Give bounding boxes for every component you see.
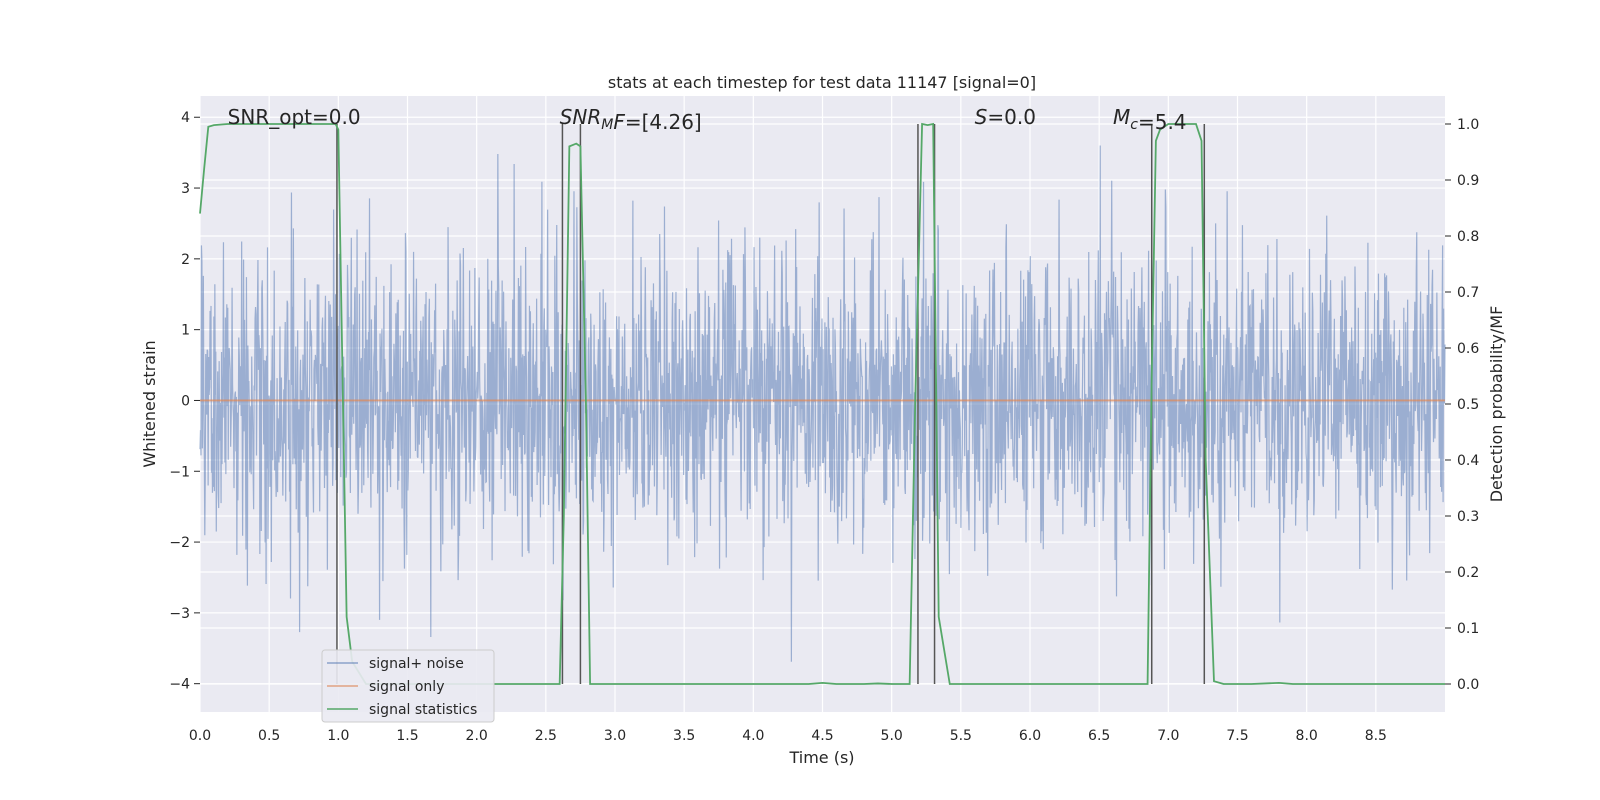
x-tick-label: 8.5 <box>1365 728 1387 744</box>
x-tick-label: 0.5 <box>258 728 280 744</box>
left-y-tick-label: −3 <box>169 606 190 622</box>
x-tick-label: 7.5 <box>1226 728 1248 744</box>
x-tick-label: 6.5 <box>1088 728 1110 744</box>
right-y-tick-label: 0.8 <box>1457 229 1479 245</box>
left-y-tick-label: 2 <box>181 252 190 268</box>
annotation-text: SNR_opt=0.0 <box>228 105 361 129</box>
x-tick-label: 3.0 <box>604 728 626 744</box>
legend-label-signal-only: signal only <box>369 679 444 695</box>
annotation-text: Mc=5.4 <box>1113 105 1187 134</box>
legend-label-signal-noise: signal+ noise <box>369 656 464 672</box>
left-y-tick-label: −1 <box>169 464 190 480</box>
x-tick-label: 1.5 <box>396 728 418 744</box>
right-y-tick-label: 1.0 <box>1457 117 1479 133</box>
x-tick-label: 4.5 <box>811 728 833 744</box>
annotation-text: S=0.0 <box>975 105 1036 129</box>
x-tick-label: 8.0 <box>1296 728 1318 744</box>
left-y-tick-label: 0 <box>181 393 190 409</box>
right-y-tick-label: 0.1 <box>1457 621 1479 637</box>
x-ticks: 0.0 0.5 1.0 1.5 2.0 2.5 3.0 3.5 4.0 4.5 5.0 5.5 6.0 6… <box>189 728 1387 744</box>
right-y-ticks: 0.0 0.1 0.2 0.3 0.4 0.5 0.6 0.7 0.8 0.9 1.0 <box>1445 117 1479 693</box>
x-tick-label: 3.5 <box>673 728 695 744</box>
left-y-tick-label: −4 <box>169 677 190 693</box>
legend: signal+ noise signal only signal statist… <box>321 649 495 723</box>
chart-title: stats at each timestep for test data 111… <box>608 73 1036 92</box>
x-tick-label: 0.0 <box>189 728 211 744</box>
x-tick-label: 7.0 <box>1157 728 1179 744</box>
left-y-tick-label: 1 <box>181 323 190 339</box>
x-tick-label: 1.0 <box>327 728 349 744</box>
x-tick-label: 2.0 <box>466 728 488 744</box>
x-tick-label: 5.0 <box>881 728 903 744</box>
x-tick-label: 5.5 <box>950 728 972 744</box>
left-y-ticks: −4 −3 −2 −1 0 1 2 3 4 <box>169 110 200 693</box>
right-y-tick-label: 0.7 <box>1457 285 1479 301</box>
legend-label-signal-statistics: signal statistics <box>369 702 477 718</box>
legend-box <box>321 649 495 723</box>
annotation-text: SNRMF=[4.26] <box>560 105 702 134</box>
left-y-axis-label: Whitened strain <box>140 340 159 467</box>
signal-statistics-series <box>199 122 1445 685</box>
left-y-tick-label: 4 <box>181 110 190 126</box>
signal-noise-series <box>199 145 1446 662</box>
left-y-tick-label: −2 <box>169 535 190 551</box>
right-y-tick-label: 0.6 <box>1457 341 1479 357</box>
right-y-tick-label: 0.2 <box>1457 565 1479 581</box>
x-axis-label: Time (s) <box>788 748 854 767</box>
annotations: SNR_opt=0.0 SNRMF=[4.26] S=0.0 Mc=5.4 <box>228 105 1187 134</box>
signal-noise-line <box>199 145 1446 662</box>
x-tick-label: 4.0 <box>742 728 764 744</box>
left-y-tick-label: 3 <box>181 181 190 197</box>
right-y-tick-label: 0.4 <box>1457 453 1479 469</box>
right-y-tick-label: 0.9 <box>1457 173 1479 189</box>
x-tick-label: 6.0 <box>1019 728 1041 744</box>
right-y-axis-label: Detection probability/MF <box>1487 306 1506 503</box>
right-y-tick-label: 0.5 <box>1457 397 1479 413</box>
x-tick-label: 2.5 <box>535 728 557 744</box>
right-y-tick-label: 0.0 <box>1457 677 1479 693</box>
signal-statistics-line <box>199 122 1445 685</box>
right-y-tick-label: 0.3 <box>1457 509 1479 525</box>
